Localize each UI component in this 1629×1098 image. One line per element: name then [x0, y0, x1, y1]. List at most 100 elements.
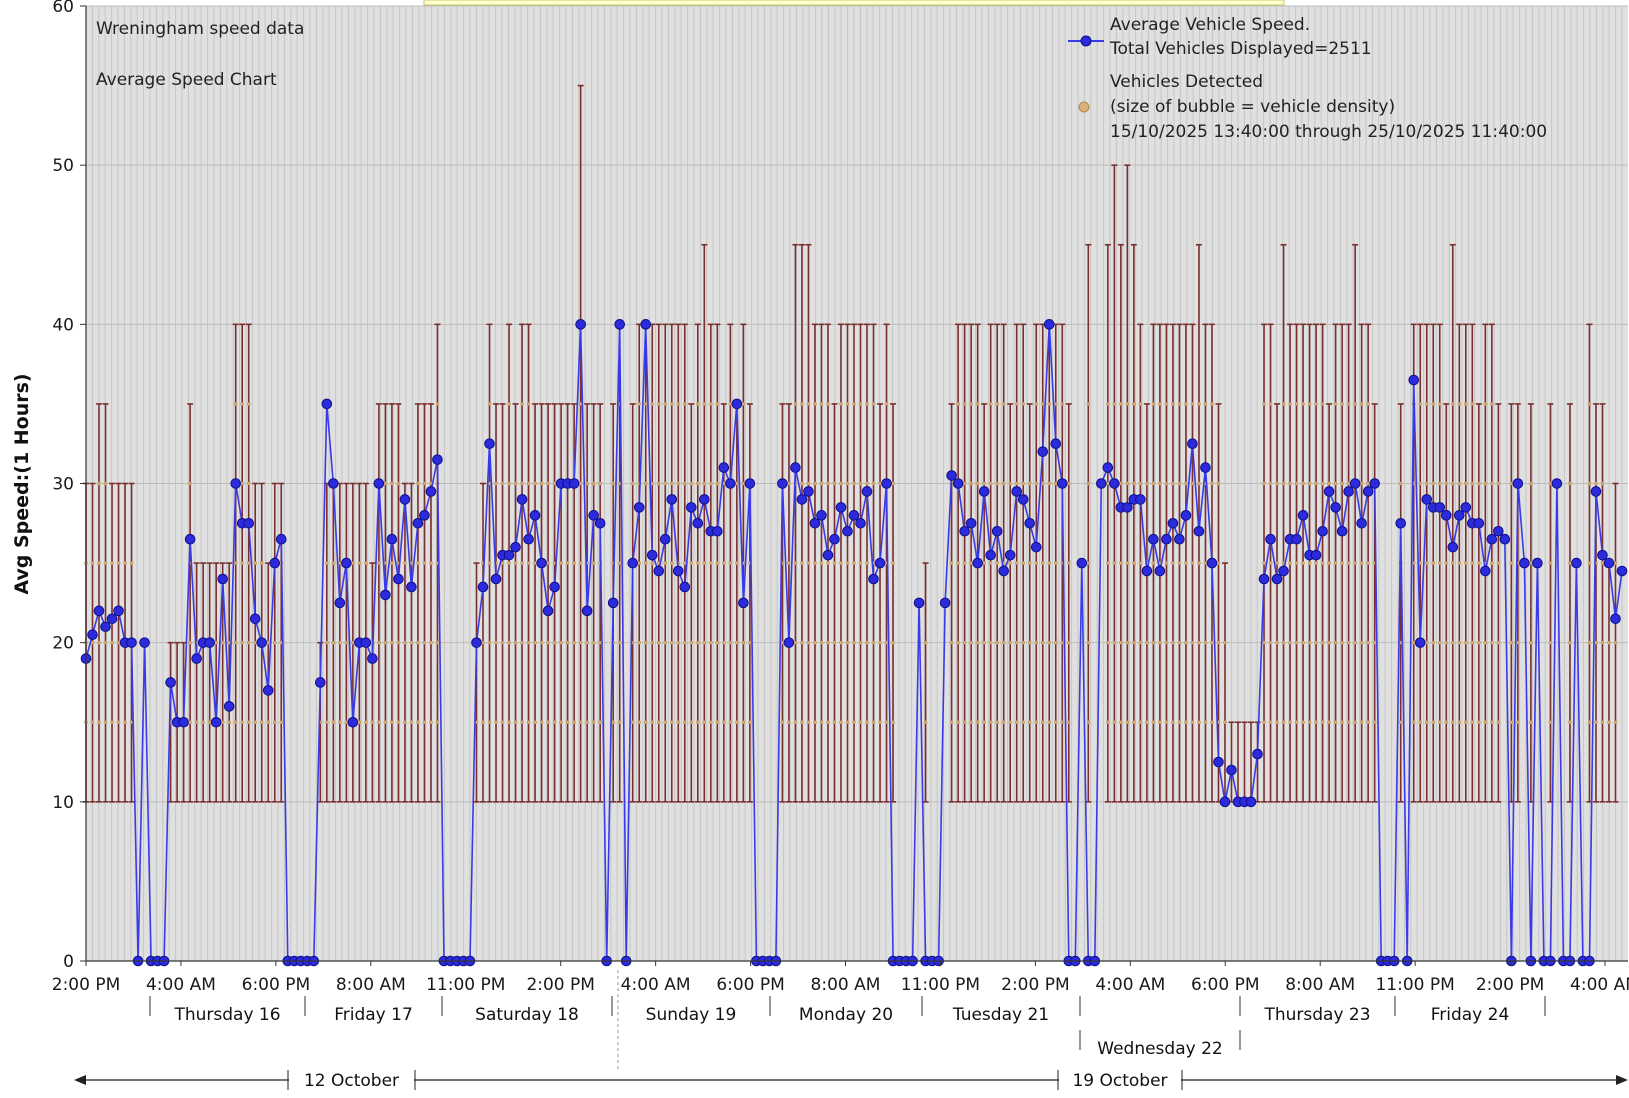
vehicle-density-bubble	[643, 402, 648, 406]
vehicle-density-bubble	[800, 561, 804, 565]
vehicle-density-bubble	[1027, 481, 1032, 486]
speed-point	[432, 454, 443, 465]
speed-point	[321, 398, 333, 410]
vehicle-density-bubble	[1053, 561, 1058, 565]
vehicle-density-bubble	[1359, 720, 1364, 725]
vehicle-density-bubble	[422, 481, 427, 486]
speed-point	[1297, 510, 1309, 521]
vehicle-density-bubble	[1105, 561, 1110, 565]
vehicle-density-bubble	[650, 640, 655, 645]
vehicle-density-bubble	[819, 402, 824, 406]
vehicle-density-bubble	[487, 402, 492, 406]
speed-point	[412, 517, 424, 529]
x-tick-label: 6:00 PM	[716, 975, 785, 995]
vehicle-density-bubble	[487, 561, 492, 565]
vehicle-density-bubble	[1125, 481, 1130, 486]
speed-point	[1421, 494, 1433, 505]
vehicle-density-bubble	[728, 561, 733, 565]
week-label: 19 October	[1072, 1071, 1167, 1091]
vehicle-density-bubble	[1320, 720, 1325, 725]
vehicle-density-bubble	[259, 720, 264, 725]
vehicle-density-bubble	[962, 481, 967, 486]
vehicle-density-bubble	[1424, 640, 1429, 645]
vehicle-density-bubble	[1529, 561, 1533, 565]
speed-point	[998, 565, 1009, 577]
vehicle-density-bubble	[708, 481, 713, 486]
speed-point	[581, 605, 593, 617]
vehicle-density-bubble	[1210, 402, 1214, 406]
vehicle-density-bubble	[1138, 561, 1143, 565]
vehicle-density-bubble	[813, 561, 817, 565]
vehicle-density-bubble	[1333, 720, 1338, 725]
vehicle-density-bubble	[403, 640, 407, 645]
vehicle-density-bubble	[390, 481, 394, 486]
vehicle-density-bubble	[1164, 402, 1169, 406]
vehicle-density-bubble	[1047, 561, 1052, 565]
vehicle-density-bubble	[1112, 561, 1117, 565]
speed-point	[1395, 517, 1407, 529]
vehicle-density-bubble	[500, 640, 505, 645]
vehicle-density-bubble	[1177, 640, 1182, 645]
vehicle-density-bubble	[1197, 561, 1201, 565]
vehicle-density-bubble	[409, 720, 414, 725]
vehicle-density-bubble	[1463, 561, 1468, 565]
vehicle-density-bubble	[949, 640, 954, 645]
vehicle-density-bubble	[1489, 561, 1494, 565]
vehicle-density-bubble	[1014, 481, 1019, 486]
vehicle-density-bubble	[689, 640, 694, 645]
vehicle-density-bubble	[1483, 402, 1488, 406]
vehicle-density-bubble	[233, 720, 238, 725]
vehicle-density-bubble	[97, 481, 101, 486]
speed-point	[256, 637, 268, 648]
speed-point	[223, 701, 235, 712]
vehicle-density-bubble	[1327, 561, 1331, 565]
vehicle-density-bubble	[1476, 561, 1481, 565]
vehicle-density-bubble	[272, 640, 277, 645]
vehicle-density-bubble	[787, 720, 791, 725]
vehicle-density-bubble	[259, 561, 264, 565]
vehicle-density-bubble	[1040, 640, 1045, 645]
vehicle-density-bubble	[552, 481, 557, 486]
vehicle-density-bubble	[1053, 402, 1058, 406]
vehicle-density-bubble	[969, 640, 974, 645]
x-tick-label: 4:00 AM	[1570, 975, 1629, 995]
vehicle-density-bubble	[1223, 640, 1227, 645]
vehicle-density-bubble	[1437, 561, 1442, 565]
vehicle-density-bubble	[1411, 561, 1416, 565]
vehicle-density-bubble	[1125, 402, 1130, 406]
vehicle-density-bubble	[643, 481, 648, 486]
week-label: 12 October	[304, 1071, 399, 1091]
vehicle-density-bubble	[1568, 720, 1572, 725]
vehicle-density-bubble	[253, 640, 258, 645]
vehicle-density-bubble	[1171, 640, 1175, 645]
speed-point	[1056, 478, 1068, 489]
speed-point	[718, 462, 730, 473]
vehicle-density-bubble	[1476, 481, 1481, 486]
vehicle-density-bubble	[1145, 720, 1149, 725]
vehicle-density-bubble	[1021, 561, 1026, 565]
vehicle-density-bubble	[1014, 402, 1019, 406]
vehicle-density-bubble	[1418, 720, 1423, 725]
speed-point	[328, 478, 339, 489]
day-label: Friday 24	[1431, 1005, 1510, 1025]
speed-point	[939, 597, 951, 609]
vehicle-density-bubble	[1307, 481, 1312, 486]
vehicle-density-bubble	[390, 561, 394, 565]
legend: Average Vehicle Speed. Total Vehicles Di…	[1068, 15, 1547, 142]
vehicle-density-bubble	[858, 561, 863, 565]
vehicle-density-bubble	[1431, 561, 1436, 565]
vehicle-density-bubble	[682, 720, 687, 725]
vehicle-density-bubble	[865, 402, 869, 406]
vehicle-density-bubble	[246, 561, 251, 565]
vehicle-density-bubble	[949, 720, 954, 725]
vehicle-density-bubble	[1398, 720, 1403, 725]
vehicle-density-bubble	[826, 640, 830, 645]
vehicle-density-bubble	[1457, 640, 1462, 645]
speed-point	[1226, 764, 1237, 776]
vehicle-density-bubble	[826, 481, 830, 486]
vehicle-density-bubble	[1463, 481, 1468, 486]
vehicle-density-bubble	[1216, 640, 1221, 645]
vehicle-density-bubble	[1470, 402, 1475, 406]
vehicle-density-bubble	[578, 481, 583, 486]
speed-point	[425, 486, 437, 497]
